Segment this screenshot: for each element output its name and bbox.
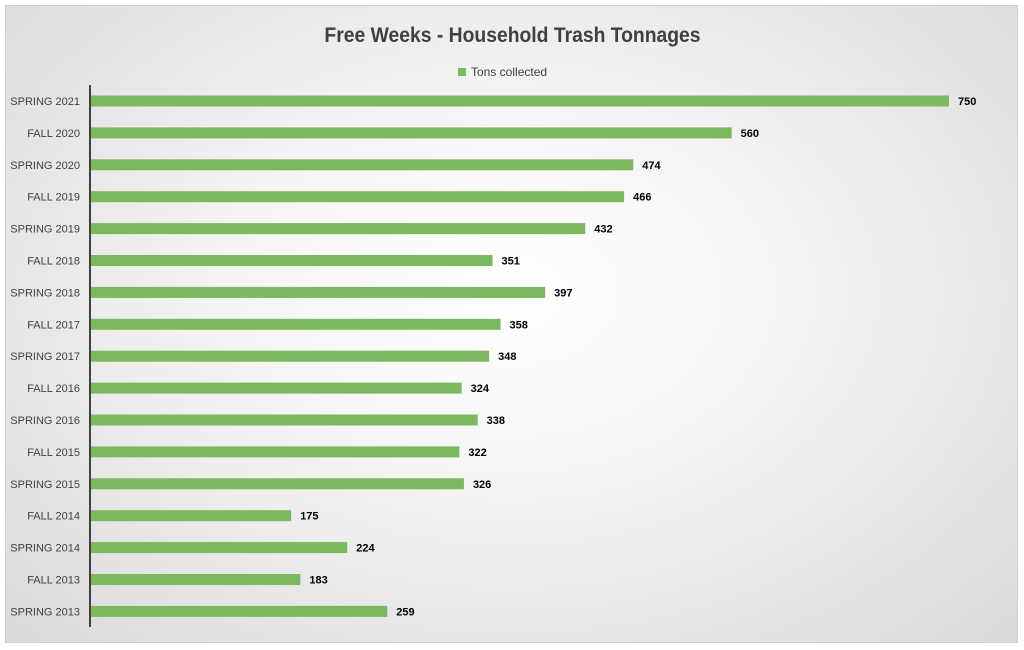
category-label: FALL 2020 — [27, 128, 80, 140]
category-label: SPRING 2017 — [10, 351, 80, 363]
bar — [91, 574, 301, 585]
data-label: 175 — [300, 511, 318, 523]
category-label: FALL 2018 — [27, 256, 80, 268]
bar — [91, 95, 949, 107]
bar — [91, 542, 348, 554]
data-label: 224 — [356, 543, 375, 555]
bar — [91, 191, 625, 203]
bar — [91, 255, 493, 266]
category-label: FALL 2014 — [27, 511, 80, 523]
data-label: 338 — [487, 415, 505, 427]
legend: Tons collected — [458, 63, 547, 81]
category-label: FALL 2015 — [27, 447, 80, 459]
bar — [91, 318, 501, 330]
bar — [91, 382, 462, 394]
bar — [91, 478, 464, 490]
chart-title: Free Weeks - Household Trash Tonnages — [324, 24, 701, 47]
bar — [91, 223, 586, 235]
data-label: 348 — [498, 351, 516, 363]
category-label: SPRING 2014 — [10, 543, 80, 555]
bar — [91, 286, 546, 298]
category-label: FALL 2017 — [27, 319, 80, 331]
bar — [91, 414, 478, 426]
data-label: 183 — [309, 575, 327, 587]
legend-swatch — [458, 68, 466, 76]
data-label: 750 — [958, 96, 976, 108]
data-label: 474 — [642, 160, 661, 172]
data-label: 351 — [502, 256, 520, 268]
category-label: SPRING 2013 — [10, 606, 80, 618]
category-label: SPRING 2018 — [10, 287, 80, 299]
bar — [91, 605, 388, 617]
category-label: SPRING 2021 — [10, 96, 80, 108]
data-label: 326 — [473, 479, 491, 491]
legend-label: Tons collected — [471, 65, 548, 79]
data-label: 259 — [396, 606, 414, 618]
bar — [91, 446, 460, 458]
category-label: SPRING 2020 — [10, 160, 80, 172]
category-label: FALL 2019 — [27, 192, 80, 204]
bar — [91, 127, 732, 139]
category-label: FALL 2016 — [27, 383, 80, 395]
category-label: SPRING 2015 — [10, 479, 80, 491]
data-label: 324 — [471, 383, 490, 395]
data-label: 358 — [510, 319, 528, 331]
bar — [91, 350, 490, 362]
data-label: 322 — [468, 447, 486, 459]
data-label: 466 — [633, 192, 651, 204]
category-label: FALL 2013 — [27, 575, 80, 587]
category-label: SPRING 2019 — [10, 224, 80, 236]
data-label: 397 — [554, 287, 572, 299]
data-label: 432 — [594, 224, 612, 236]
category-label: SPRING 2016 — [10, 415, 80, 427]
bar — [91, 510, 292, 522]
data-label: 560 — [741, 128, 759, 140]
bar — [91, 159, 634, 171]
